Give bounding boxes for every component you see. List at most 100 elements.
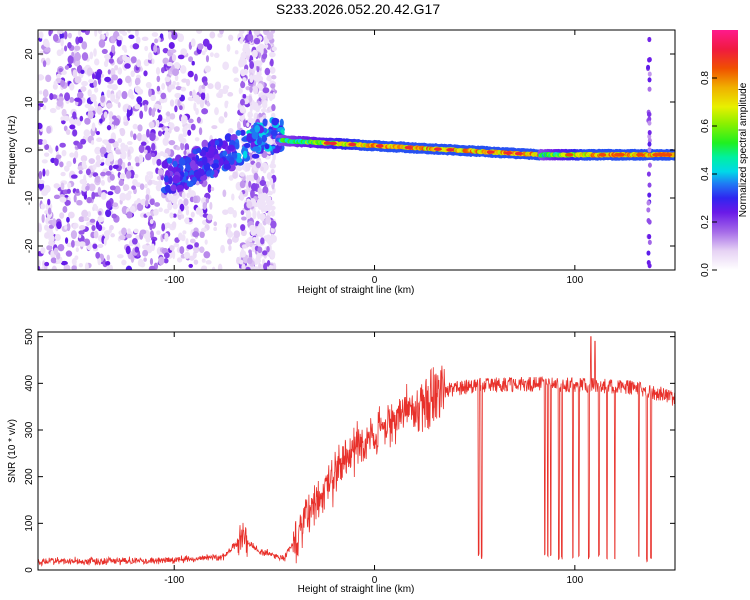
spectrogram-speckle: [73, 45, 81, 51]
spectrogram-speckle: [195, 107, 199, 116]
spectrogram-speckle: [121, 259, 127, 266]
spectrogram-speckle: [153, 208, 159, 216]
spectrogram-vertical-blob: [646, 200, 651, 206]
x-tick-label: -100: [164, 275, 184, 286]
spectrogram-speckle: [97, 30, 103, 35]
spectrogram-speckle: [117, 254, 124, 259]
spectrogram-speckle: [74, 150, 79, 159]
spectrogram-speckle: [201, 50, 206, 56]
colorbar: 0.0 0.2 0.4 0.6 0.8 Normalized spectral ampl…: [700, 30, 749, 277]
spectrogram-speckle: [38, 265, 41, 270]
spectrogram-speckle: [221, 87, 229, 95]
spectrogram-speckle: [132, 43, 140, 50]
spectrogram-speckle: [255, 75, 260, 83]
spectrogram-speckle: [63, 264, 71, 270]
spectrogram-speckle: [220, 244, 225, 254]
spectrogram-line-peak: [375, 144, 384, 148]
spectrogram-speckle: [194, 137, 200, 142]
spectrogram-speckle: [148, 173, 154, 180]
spectrogram-speckle: [201, 265, 208, 270]
spectrogram-speckle: [101, 34, 106, 40]
spectrogram-speckle: [102, 139, 109, 144]
spectrogram-speckle: [136, 132, 143, 142]
spectrogram-speckle: [193, 102, 197, 112]
spectrogram-speckle: [207, 184, 212, 193]
spectrogram-speckle: [233, 77, 240, 83]
spectrogram-speckle: [241, 251, 246, 258]
spectrogram-speckle: [53, 194, 61, 200]
spectrogram-speckle: [134, 85, 142, 93]
x-tick-label: 100: [566, 575, 583, 586]
spectrogram-speckle: [92, 203, 98, 209]
spectrogram-speckle: [253, 202, 260, 208]
spectrogram-speckle: [177, 54, 185, 60]
spectrogram-chirp-blob: [210, 139, 215, 147]
spectrogram-speckle: [186, 192, 191, 199]
spectrogram-speckle: [174, 105, 178, 113]
spectrogram-speckle: [97, 224, 103, 232]
spectrogram-speckle: [185, 208, 190, 216]
spectrogram-speckle: [122, 184, 130, 191]
spectrogram-speckle: [38, 31, 44, 39]
spectrogram-speckle: [253, 266, 259, 270]
spectrogram-speckle: [271, 104, 276, 112]
spectrogram-speckle: [247, 174, 255, 182]
spectrogram-speckle: [121, 227, 127, 236]
spectrogram-speckle: [152, 180, 159, 186]
spectrogram-speckle: [139, 183, 145, 191]
spectrogram-speckle: [96, 105, 103, 115]
spectrogram-chirp-blob: [210, 170, 215, 176]
spectrogram-speckle: [108, 111, 114, 119]
y-tick-label: 100: [24, 515, 35, 532]
spectrogram-speckle: [127, 149, 131, 158]
spectrogram-speckle: [52, 83, 58, 90]
spectrogram-speckle: [119, 192, 127, 202]
spectrogram-speckle: [270, 234, 277, 243]
spectrogram-speckle: [93, 230, 99, 239]
spectrogram-speckle: [78, 216, 85, 223]
spectrogram-speckle: [171, 221, 177, 229]
spectrogram-speckle: [222, 61, 230, 70]
y-tick-label: -20: [24, 238, 35, 253]
spectrogram-speckle: [53, 247, 59, 256]
spectrogram-speckle: [227, 206, 235, 215]
spectrogram-line-peak: [514, 151, 523, 156]
spectrogram-speckle: [80, 86, 87, 92]
spectrogram-speckle: [177, 209, 182, 214]
spectrogram-speckle: [81, 80, 89, 87]
spectrogram-line-peak: [652, 153, 661, 157]
spectrogram-speckle: [97, 186, 102, 196]
y-tick-label: -10: [24, 190, 35, 205]
spectrogram-speckle: [53, 183, 60, 189]
spectrogram-speckle: [103, 111, 108, 119]
spectrogram-speckle: [93, 48, 97, 57]
spectrogram-chirp-blob: [229, 156, 235, 165]
spectrogram-speckle: [238, 264, 242, 269]
snr-marks: [38, 336, 675, 567]
spectrogram-speckle: [42, 60, 47, 68]
spectrogram-speckle: [173, 126, 180, 133]
spectrogram-chirp-blob: [202, 156, 208, 165]
spectrogram-speckle: [99, 146, 107, 155]
spectrogram-speckle: [72, 69, 78, 78]
spectrogram-speckle: [162, 152, 169, 158]
spectrogram-speckle: [136, 96, 143, 104]
spectrogram-speckle: [188, 263, 194, 268]
spectrogram-speckle: [88, 183, 96, 192]
spectrogram-speckle: [135, 36, 141, 44]
spectrogram-speckle: [149, 258, 154, 266]
spectrogram-chirp-blob: [166, 157, 173, 164]
spectrogram-speckle: [109, 174, 115, 181]
spectrogram-speckle: [253, 30, 261, 36]
spectrogram-speckle: [141, 36, 149, 41]
spectrogram-speckle: [242, 119, 247, 128]
spectrogram-speckle: [96, 159, 102, 165]
spectrogram-speckle: [240, 81, 246, 89]
spectrogram-speckle: [62, 206, 68, 213]
spectrogram-speckle: [126, 107, 133, 117]
spectrogram-speckle: [227, 128, 234, 134]
spectrogram-chirp-blob: [172, 160, 178, 168]
spectrogram-speckle: [164, 232, 169, 242]
spectrogram-speckle: [265, 214, 271, 224]
spectrogram-line-peak: [433, 147, 442, 151]
